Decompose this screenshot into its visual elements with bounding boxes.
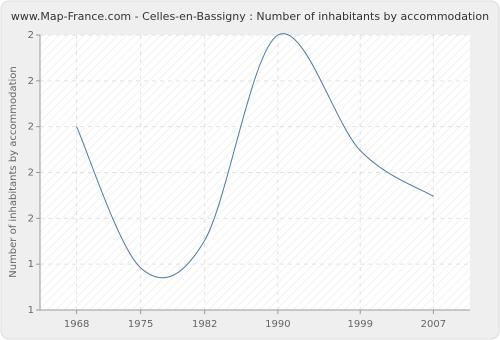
plot-hatch bbox=[40, 35, 470, 310]
x-tick-label: 1982 bbox=[192, 319, 217, 330]
x-tick-label: 2007 bbox=[421, 319, 446, 330]
y-axis-label: Number of inhabitants by accommodation bbox=[8, 66, 19, 278]
y-tick-label: 2 bbox=[28, 213, 34, 224]
x-tick-label: 1990 bbox=[265, 319, 290, 330]
chart-title: www.Map-France.com - Celles-en-Bassigny … bbox=[11, 10, 489, 23]
x-tick-label: 1999 bbox=[347, 319, 372, 330]
y-tick-label: 1 bbox=[28, 305, 34, 316]
y-tick-label: 2 bbox=[28, 30, 34, 41]
y-tick-label: 2 bbox=[28, 76, 34, 87]
x-tick-label: 1968 bbox=[64, 319, 89, 330]
y-tick-label: 1 bbox=[28, 259, 34, 270]
y-tick-label: 2 bbox=[28, 168, 34, 179]
y-tick-label: 2 bbox=[28, 122, 34, 133]
data-line bbox=[76, 33, 434, 279]
x-tick-label: 1975 bbox=[128, 319, 153, 330]
